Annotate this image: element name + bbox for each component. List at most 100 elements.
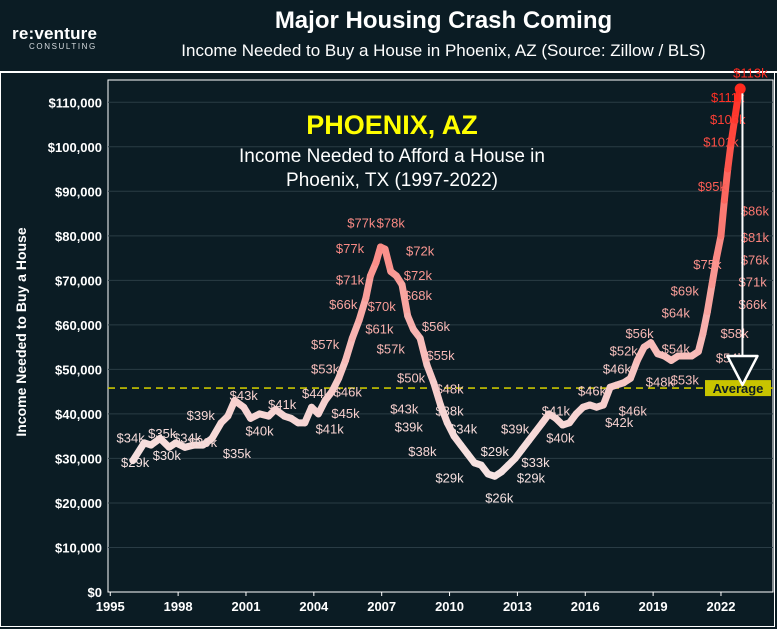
- data-label: $76k: [741, 252, 770, 267]
- data-label: $66k: [329, 297, 358, 312]
- y-tick-label: $60,000: [55, 318, 102, 333]
- average-label-box: [705, 380, 771, 397]
- y-axis-label: Income Needed to Buy a House: [13, 227, 29, 436]
- x-tick-label: 2001: [232, 599, 261, 614]
- x-tick-label: 2010: [435, 599, 464, 614]
- data-label: $106k: [710, 112, 746, 127]
- data-label: $71k: [739, 275, 768, 290]
- data-label: $77k: [336, 241, 365, 256]
- series-segment: [703, 281, 716, 316]
- chart-title: PHOENIX, AZ: [306, 110, 478, 140]
- x-tick-label: 2016: [571, 599, 600, 614]
- data-label: $54k: [662, 341, 691, 356]
- y-tick-label: $110,000: [48, 95, 102, 110]
- average-label: Average: [713, 381, 764, 396]
- data-label: $70k: [368, 299, 397, 314]
- data-label: $48k: [646, 375, 675, 390]
- data-label: $95k: [698, 179, 727, 194]
- data-label: $29k: [517, 470, 546, 485]
- x-tick-label: 2013: [503, 599, 532, 614]
- data-label: $48k: [435, 381, 464, 396]
- data-label: $111k: [711, 90, 745, 105]
- data-labels: $29k $30k$34k $35k$34k$39k$39k$35k$43k$40k…: [117, 65, 770, 505]
- data-label: $56k: [422, 319, 451, 334]
- x-tick-label: 2019: [639, 599, 668, 614]
- data-label: $81k: [741, 230, 770, 245]
- data-label: $38k: [435, 404, 464, 419]
- data-label: $75k: [693, 257, 722, 272]
- data-label: $78k: [377, 215, 406, 230]
- average-line-group: Average: [108, 380, 773, 397]
- series-segment: [727, 116, 739, 146]
- logo: re:venture CONSULTING: [12, 24, 97, 51]
- data-label: $42k: [605, 415, 634, 430]
- series-segment: [430, 379, 444, 409]
- y-tick-label: $70,000: [55, 273, 102, 288]
- data-label: $53k: [311, 361, 340, 376]
- series-segment: [398, 281, 412, 320]
- data-label: $56k: [625, 326, 654, 341]
- data-label: $30k: [153, 448, 182, 463]
- data-label: $101k: [703, 134, 739, 149]
- data-label: $61k: [365, 321, 394, 336]
- data-label: $43k: [230, 388, 259, 403]
- data-label: $41k: [542, 404, 571, 419]
- data-label: $33k: [521, 455, 550, 470]
- data-label: $58k: [720, 326, 749, 341]
- data-label: $46k: [603, 361, 632, 376]
- data-label: $69k: [671, 283, 700, 298]
- data-label: $34k: [173, 430, 202, 445]
- data-label: $46k: [578, 384, 607, 399]
- page-title: Major Housing Crash Coming: [274, 7, 613, 34]
- data-label: $34k: [117, 430, 146, 445]
- series-segment: [720, 165, 732, 204]
- data-label: $45k: [331, 406, 360, 421]
- data-label: $29k: [435, 470, 464, 485]
- y-tick-label: $10,000: [55, 540, 102, 555]
- series-segment: [708, 254, 720, 289]
- y-tick-label: $90,000: [55, 184, 102, 199]
- y-tick-label: $30,000: [55, 451, 102, 466]
- data-label: $46k: [334, 385, 363, 400]
- data-label: $39k: [395, 419, 424, 434]
- data-label: $77k: [347, 215, 376, 230]
- plot-frame: [107, 79, 774, 593]
- data-label: $41k: [268, 397, 297, 412]
- data-label: $34k: [449, 421, 478, 436]
- data-label: $66k: [739, 297, 768, 312]
- series-segment: [416, 334, 431, 369]
- y-tick-label: $80,000: [55, 229, 102, 244]
- gridlines: [107, 79, 774, 593]
- data-label: $113k: [733, 65, 768, 80]
- data-label: $41k: [316, 421, 345, 436]
- data-label: $57k: [377, 341, 406, 356]
- y-tick-label: $20,000: [55, 496, 102, 511]
- series-segment: [699, 308, 711, 338]
- x-tick-label: 2022: [707, 599, 736, 614]
- data-label: $40k: [546, 430, 575, 445]
- chart-subtitle-line-2: Phoenix, TX (1997-2022): [286, 170, 498, 191]
- data-label: $39k: [189, 435, 218, 450]
- series-segment: [731, 94, 742, 124]
- x-tick-label: 2004: [299, 599, 329, 614]
- data-label: $38k: [408, 444, 437, 459]
- data-label: $39k: [187, 408, 216, 423]
- data-label: $39k: [501, 421, 530, 436]
- y-tick-label: $40,000: [55, 407, 102, 422]
- y-tick-label: $50,000: [55, 362, 102, 377]
- data-label: $52k: [610, 344, 639, 359]
- data-label: $55k: [426, 348, 455, 363]
- data-label: $86k: [741, 203, 770, 218]
- y-axis-ticks: $0 $10,000 $20,000 $30,000 $40,000 $50,000 $60…: [48, 95, 102, 600]
- y-tick-label: $0: [88, 585, 102, 600]
- data-label: $44k: [302, 386, 331, 401]
- x-axis-ticks: 1995 1998 2001 2004 2007 2010 2013 2016 2019 2022: [96, 592, 736, 614]
- y-tick-label: $100,000: [48, 140, 102, 155]
- x-tick-label: 2007: [367, 599, 396, 614]
- series-endpoint: [734, 83, 746, 95]
- arrow-head: [726, 354, 759, 387]
- data-label: $57k: [311, 337, 340, 352]
- chart-subtitle-line-1: Income Needed to Afford a House in: [239, 146, 545, 167]
- series-segment: [342, 334, 356, 364]
